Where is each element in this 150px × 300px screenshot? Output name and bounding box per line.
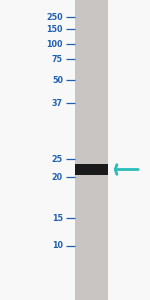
Text: 20: 20	[52, 172, 63, 182]
Text: 150: 150	[46, 25, 63, 34]
Bar	[75, 164, 108, 175]
Text: 25: 25	[52, 154, 63, 164]
Text: 10: 10	[52, 242, 63, 250]
Text: 100: 100	[46, 40, 63, 49]
Text: 15: 15	[52, 214, 63, 223]
Text: 50: 50	[52, 76, 63, 85]
Bar	[75, 0, 108, 300]
Text: 37: 37	[52, 99, 63, 108]
Text: 75: 75	[52, 55, 63, 64]
Text: 250: 250	[46, 13, 63, 22]
